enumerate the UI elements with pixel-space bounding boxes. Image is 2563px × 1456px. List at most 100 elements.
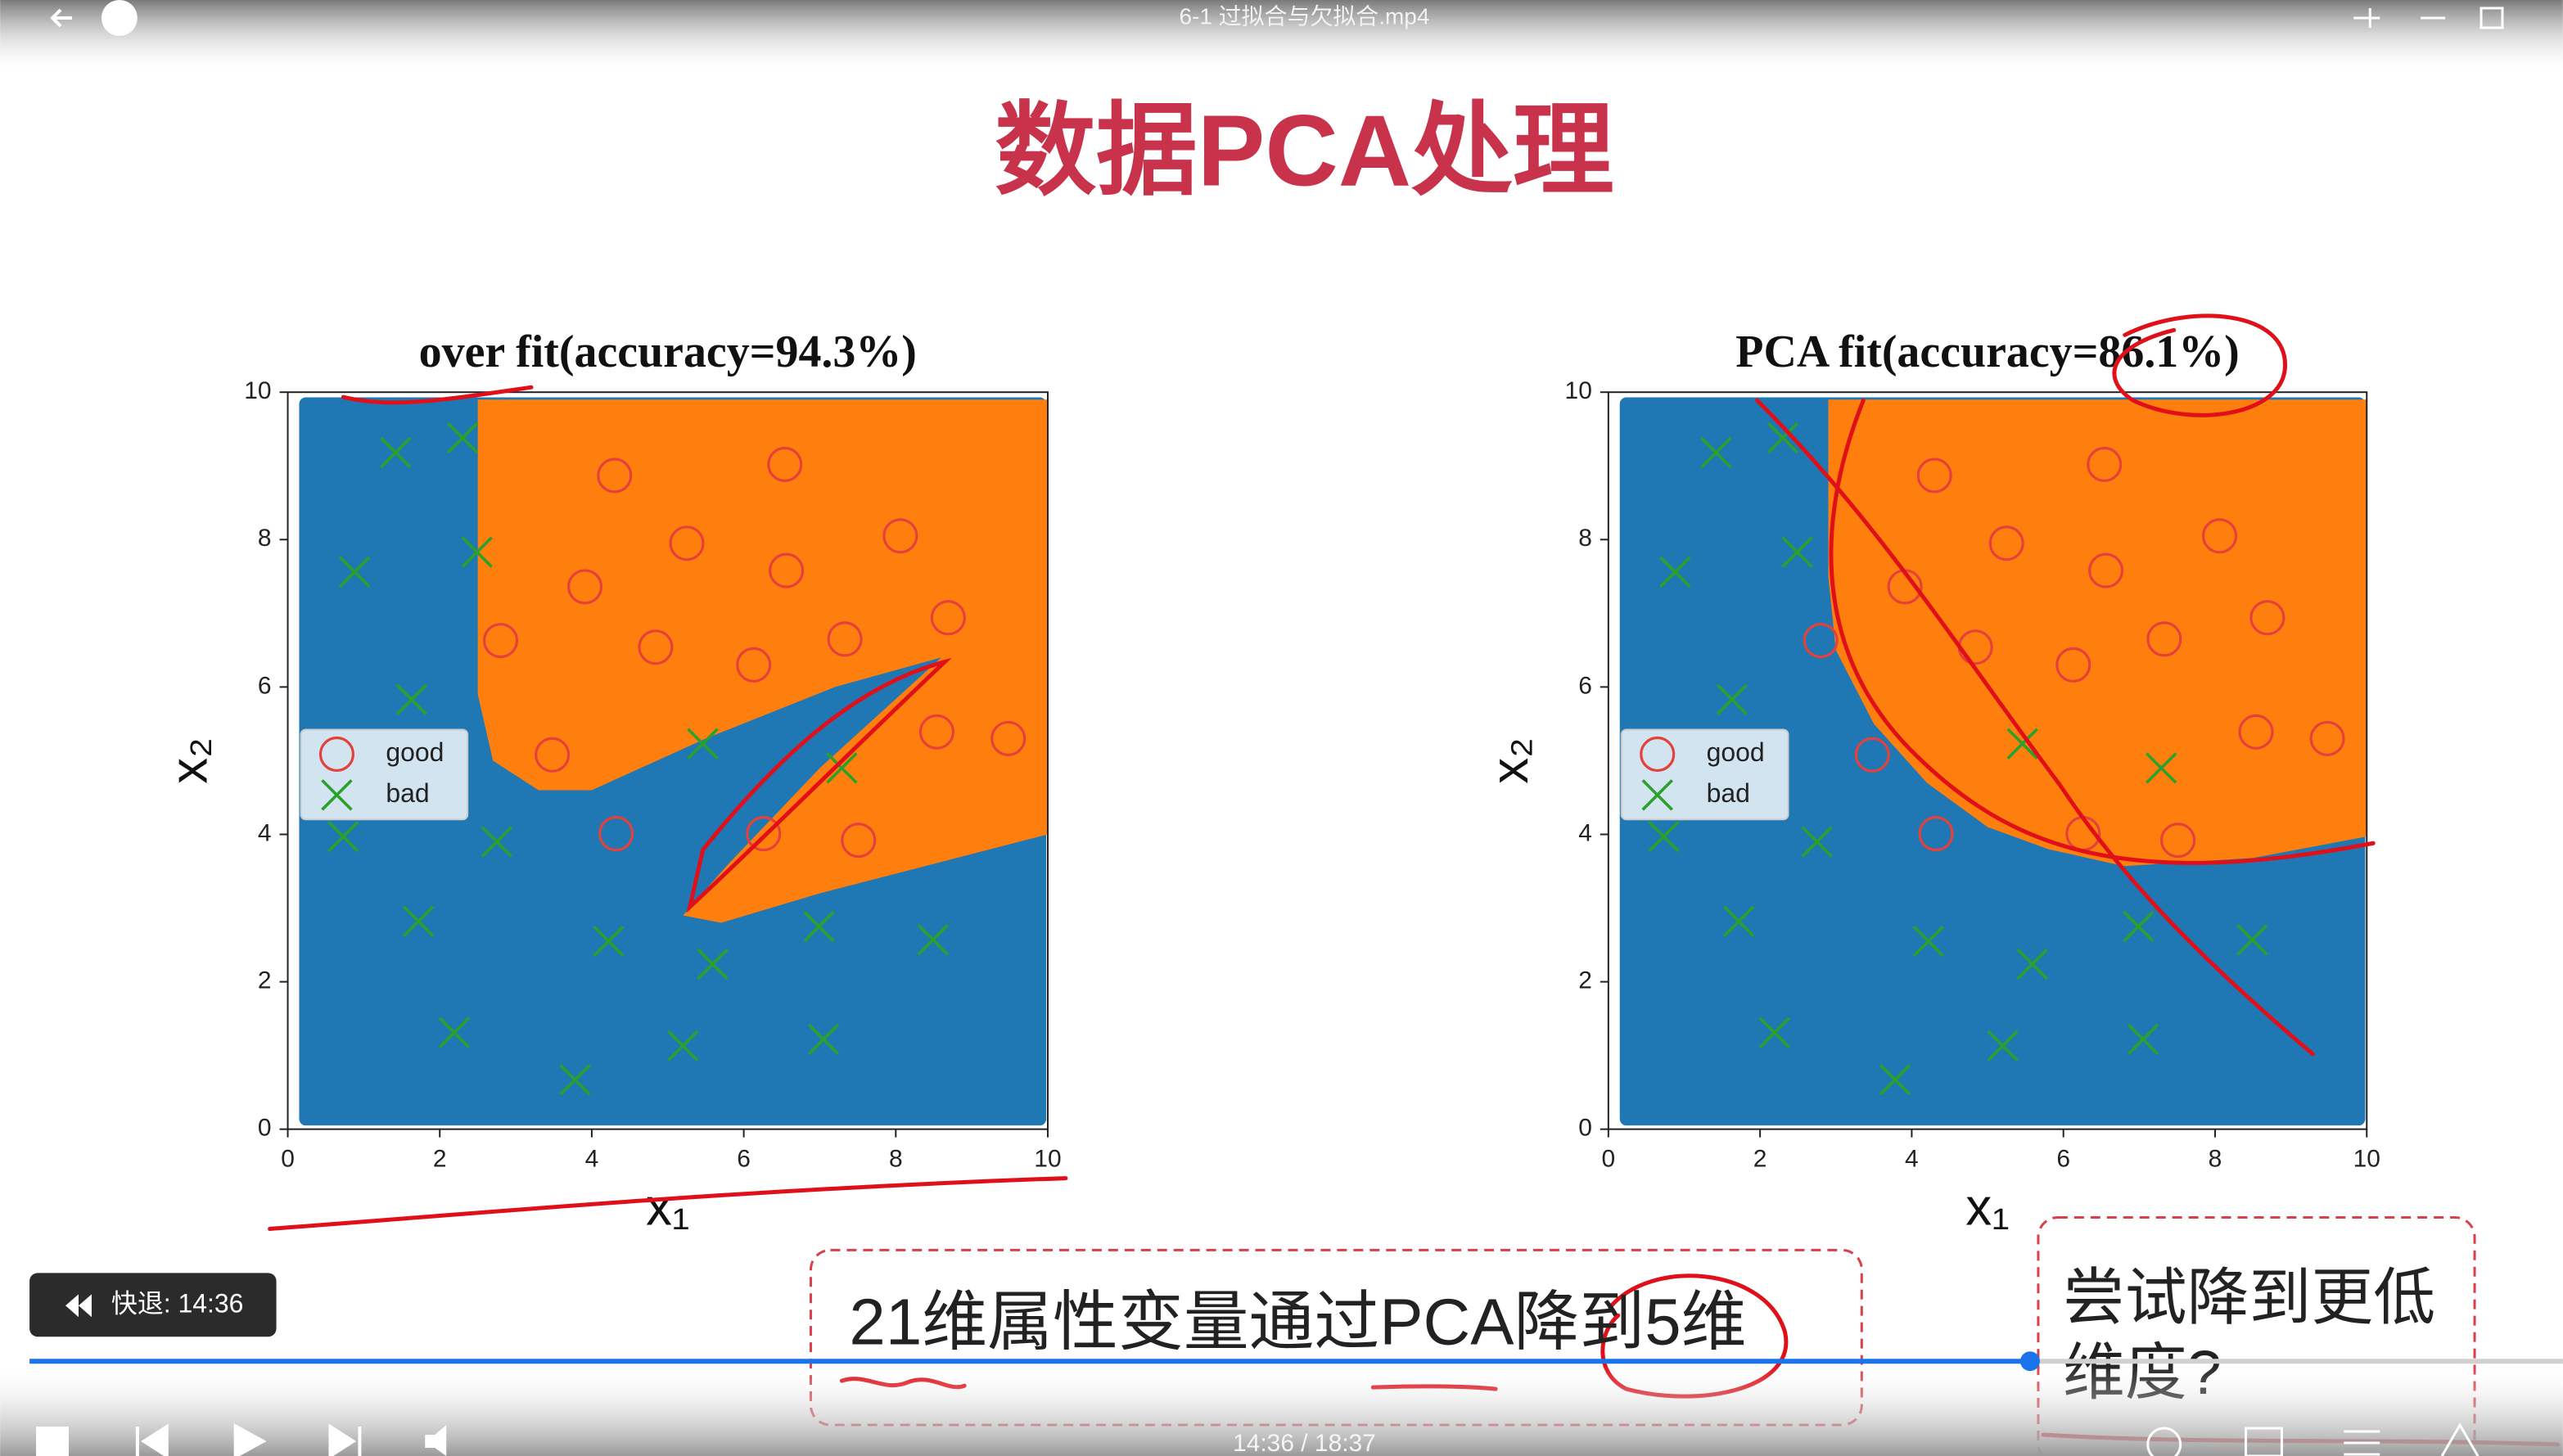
pin-button[interactable]	[2353, 7, 2380, 28]
point-good	[918, 714, 954, 750]
playlist-button[interactable]	[2344, 1430, 2380, 1456]
toast-text: 快退: 14:36	[111, 1289, 244, 1319]
point-good	[2238, 714, 2274, 750]
stop-button[interactable]	[36, 1427, 69, 1456]
legend-marker	[318, 736, 355, 773]
point-bad	[2236, 924, 2268, 956]
x-axis-label: x₁	[646, 1177, 689, 1236]
y-tick-label: 6	[258, 672, 272, 699]
point-bad	[593, 925, 625, 958]
x-tick-label: 0	[281, 1146, 295, 1173]
charts: over fit(accuracy=94.3%) 0 2 4 6 8 10 0 2 4 6 8 10 x₁…	[160, 327, 2380, 1236]
point-bad	[461, 536, 493, 568]
point-bad	[1987, 1030, 2019, 1062]
point-good	[2088, 552, 2124, 588]
point-bad	[481, 826, 513, 858]
point-bad	[917, 924, 950, 956]
chart-title: over fit(accuracy=94.3%)	[419, 327, 917, 377]
y-axis-label: x₂	[1480, 737, 1539, 784]
point-bad	[446, 421, 479, 454]
window-title: 6-1 过拟合与欠拟合.mp4	[1180, 3, 1430, 29]
question-box	[2037, 1216, 2476, 1456]
time-display: 14:36 / 18:37	[1233, 1430, 1376, 1456]
annotation-stroke	[2112, 313, 2287, 417]
point-bad	[380, 436, 412, 469]
legend-box	[300, 728, 469, 821]
legend-box	[1620, 728, 1789, 821]
point-bad	[1912, 925, 1945, 958]
point-good	[1854, 737, 1890, 773]
top-bar	[0, 0, 2563, 75]
point-good	[2201, 518, 2238, 554]
point-good	[930, 600, 966, 636]
point-bad	[1700, 436, 1732, 469]
legend-marker	[1640, 736, 1676, 773]
point-bad	[2006, 728, 2038, 760]
point-good	[767, 446, 803, 483]
region-positive	[477, 399, 1048, 923]
point-good	[736, 647, 772, 683]
point-bad	[1648, 820, 1680, 853]
annotation-stroke	[1755, 398, 2315, 1057]
x-tick-label: 6	[737, 1146, 751, 1173]
point-good	[2087, 446, 2123, 483]
point-good	[2309, 720, 2345, 756]
legend-label: good	[1707, 737, 1765, 767]
annotation-stroke	[1829, 398, 2376, 865]
y-axis-label: x₂	[160, 737, 219, 784]
legend-marker	[1641, 779, 1673, 811]
restore-button[interactable]	[2480, 7, 2504, 29]
point-good	[1803, 623, 1839, 659]
settings-button[interactable]	[2440, 1422, 2480, 1456]
play-button[interactable]	[233, 1423, 267, 1456]
point-good	[669, 525, 705, 561]
note-button[interactable]	[2245, 1427, 2283, 1456]
point-good	[598, 816, 634, 852]
point-bad	[807, 1023, 840, 1056]
point-bad	[1716, 683, 1749, 715]
chart: PCA fit(accuracy=86.1%)0 2 4 6 8 100246810x₁x…	[1480, 327, 2380, 1236]
legend-label: bad	[1707, 778, 1750, 808]
plot-frame	[287, 391, 1049, 1130]
point-bad	[803, 910, 835, 943]
back-button[interactable]	[50, 8, 72, 28]
speed-button[interactable]	[2146, 1427, 2182, 1456]
point-bad	[395, 683, 428, 715]
point-good	[567, 569, 603, 605]
legend-marker	[321, 779, 353, 811]
plot-frame	[1607, 391, 2368, 1130]
point-bad	[402, 905, 435, 937]
previous-button[interactable]	[135, 1423, 169, 1456]
x-tick-label: 0	[1601, 1146, 1615, 1173]
point-bad	[667, 1030, 699, 1062]
toast	[29, 1273, 277, 1337]
point-bad	[1758, 1016, 1790, 1048]
point-bad	[2016, 948, 2048, 980]
x-tick-label: 10	[1034, 1146, 1061, 1173]
point-bad	[1801, 826, 1833, 858]
point-bad	[327, 820, 359, 853]
legend-label: bad	[386, 778, 429, 808]
legend-label: good	[386, 737, 444, 767]
point-bad	[1781, 536, 1813, 568]
annotation-stroke	[341, 385, 534, 405]
point-good	[2055, 647, 2091, 683]
next-button[interactable]	[328, 1423, 362, 1456]
point-good	[746, 816, 782, 852]
x-tick-label: 4	[585, 1146, 599, 1173]
y-tick-label: 0	[258, 1115, 272, 1142]
point-bad	[697, 948, 729, 980]
point-bad	[1659, 556, 1691, 588]
y-tick-label: 0	[1578, 1115, 1592, 1142]
point-good	[2160, 823, 2196, 859]
point-bad	[826, 752, 858, 784]
point-bad	[2123, 910, 2155, 943]
point-good	[827, 621, 863, 657]
progress-handle[interactable]	[2019, 1351, 2040, 1372]
region-positive	[1828, 399, 2367, 867]
x-axis-label: x₁	[1965, 1177, 2010, 1236]
y-tick-label: 2	[1578, 967, 1592, 994]
volume-button[interactable]	[425, 1425, 447, 1456]
point-bad	[1767, 421, 1799, 454]
